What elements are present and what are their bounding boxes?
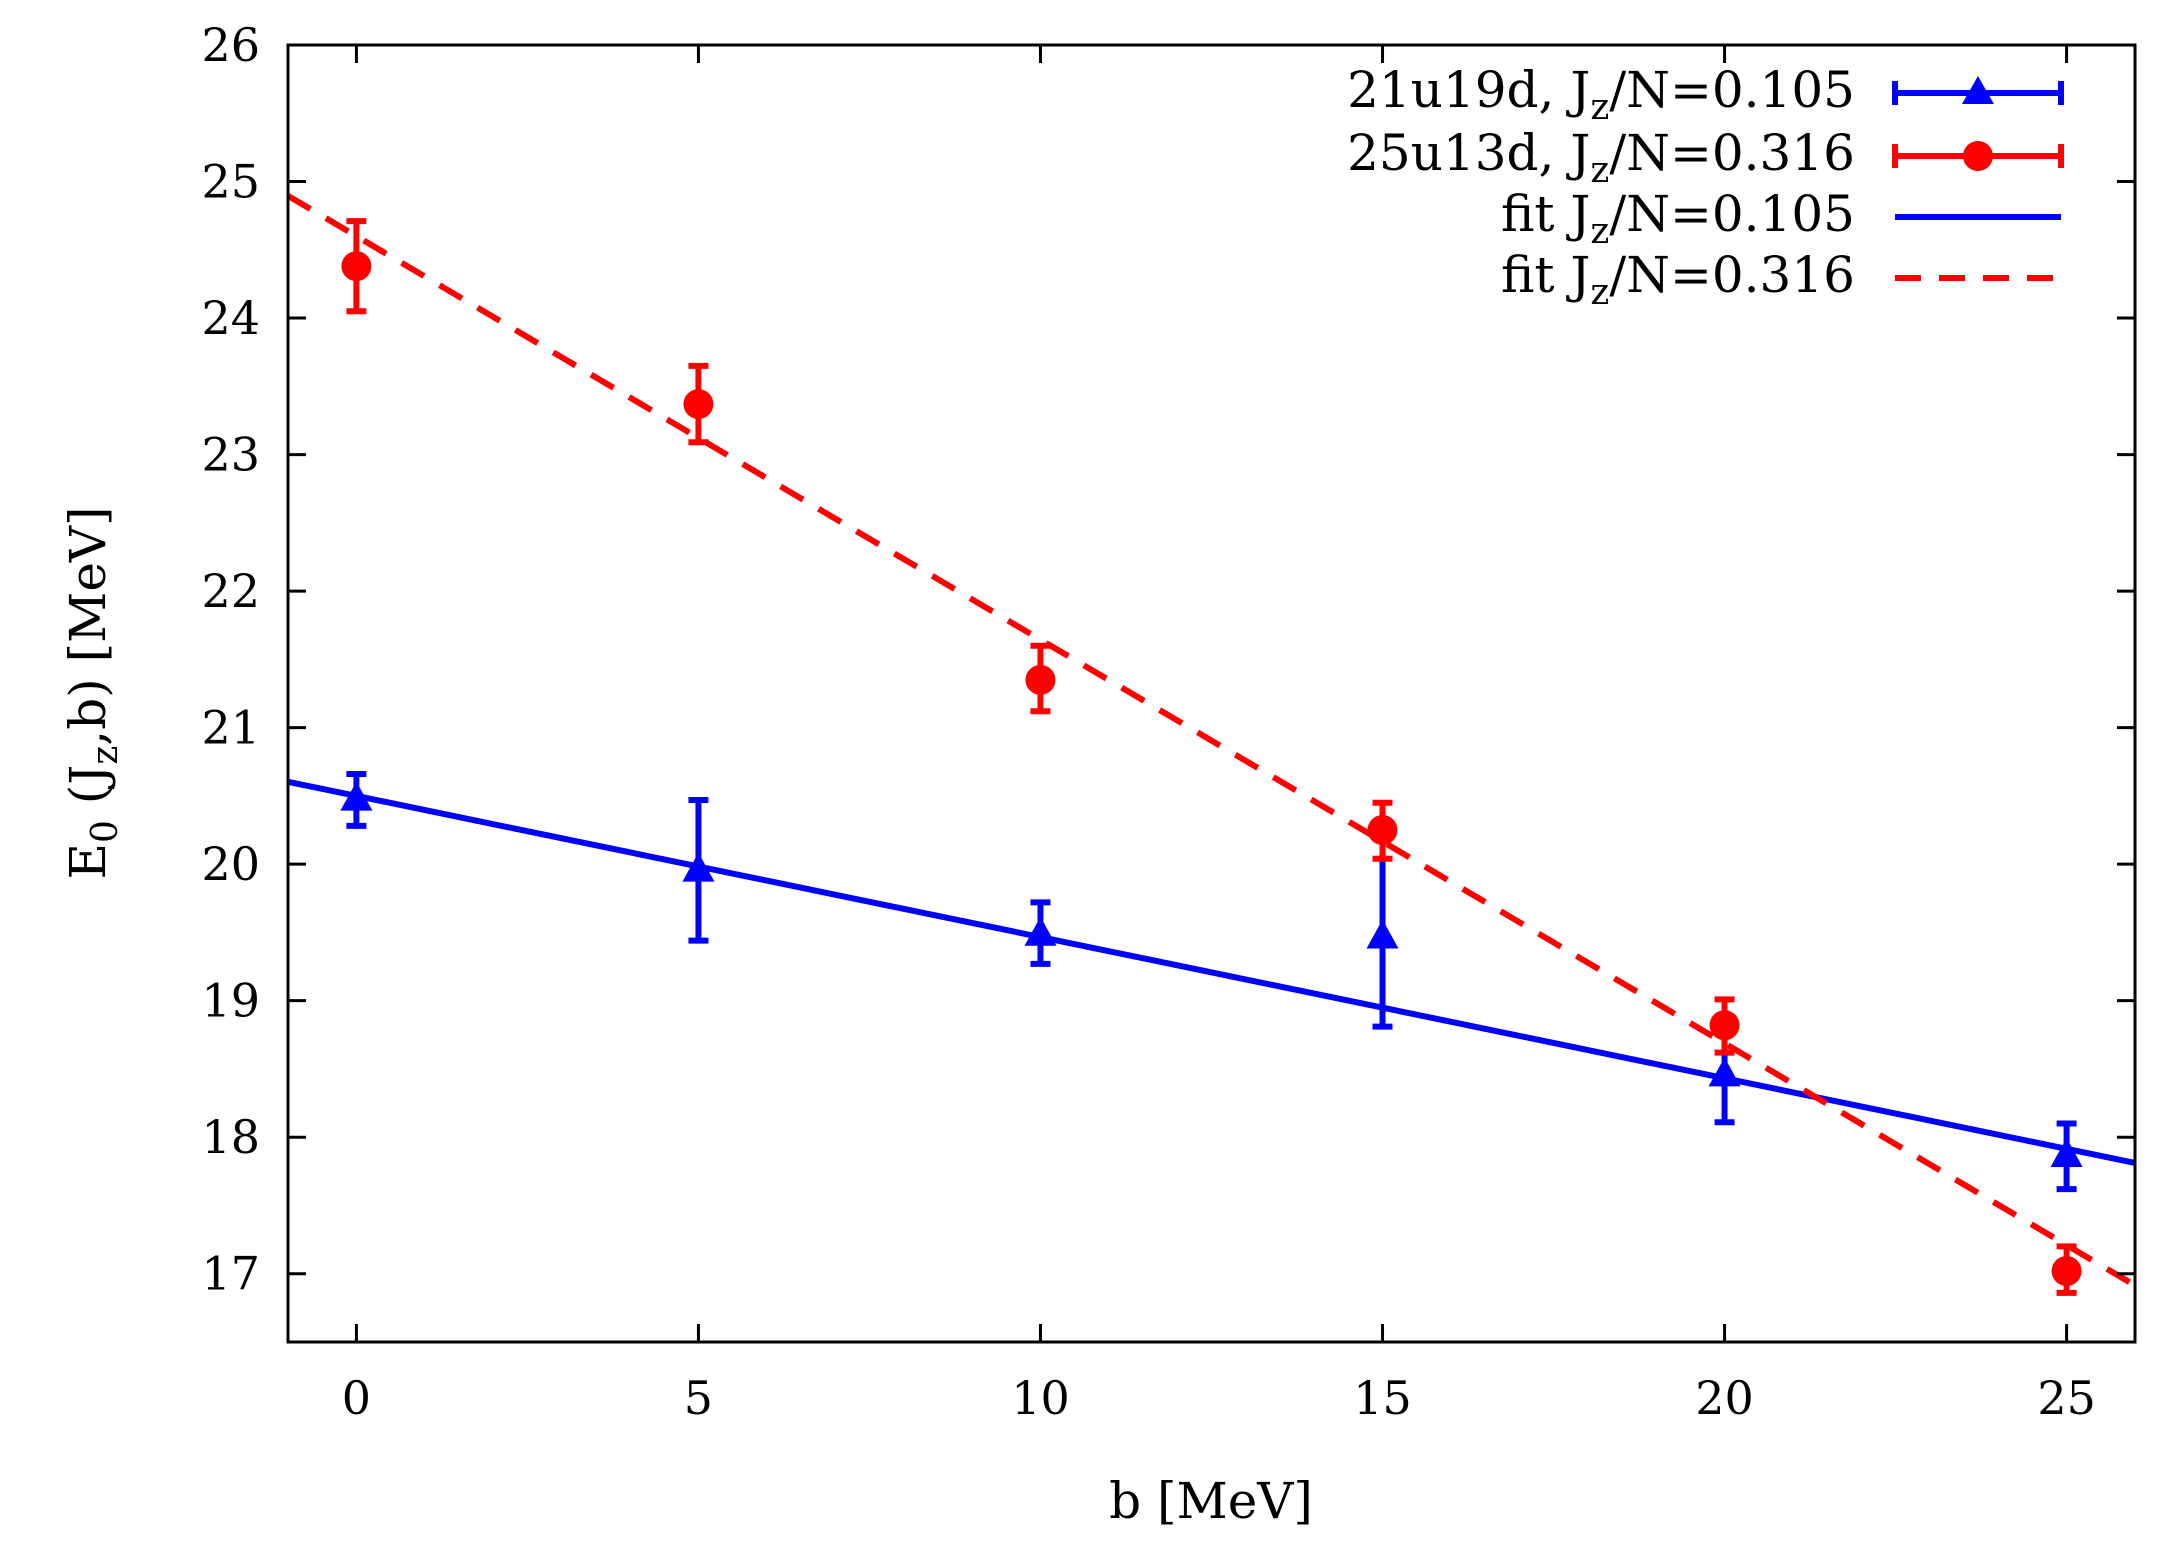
data-point-triangle: [2050, 1137, 2083, 1167]
x-tick-label: 5: [684, 1371, 713, 1425]
legend-label-2: 25u13d, J: [1347, 124, 1590, 182]
y-axis-title-mid1: (J: [59, 765, 117, 820]
y-axis-title-j-sub: z: [85, 746, 126, 765]
y-axis-title: E0 (Jz,b) [MeV]: [59, 506, 126, 879]
y-axis-title-mid2: ,b) [MeV]: [59, 506, 117, 745]
axis-ticks: 0 5 10 15 20 25 17 18 19 20 21 22 23 24 25 26: [201, 18, 2135, 1425]
data-point-circle: [1709, 1010, 1740, 1041]
legend-sub-3: z: [1590, 211, 1609, 252]
y-tick-label: 23: [201, 428, 260, 482]
y-tick-label: 22: [201, 564, 260, 618]
legend-entry-4: fit Jz/N=0.316: [1501, 246, 2061, 313]
legend-marker-triangle: [1962, 76, 1994, 104]
y-tick-label: 17: [201, 1247, 260, 1301]
x-tick-label: 25: [2037, 1371, 2096, 1425]
svg-text:fit Jz/N=0.316: fit Jz/N=0.316: [1501, 246, 1855, 313]
y-tick-label: 24: [201, 291, 260, 345]
x-tick-label: 15: [1353, 1371, 1412, 1425]
legend-rest-1: /N=0.105: [1609, 61, 1855, 119]
legend-label-4: fit J: [1501, 246, 1590, 304]
x-tick-label: 10: [1011, 1371, 1070, 1425]
svg-text:E0 (Jz,b) [MeV]: E0 (Jz,b) [MeV]: [59, 506, 126, 879]
y-tick-label: 21: [201, 701, 260, 755]
svg-text:25u13d, Jz/N=0.316: 25u13d, Jz/N=0.316: [1347, 124, 1855, 191]
data-point-circle: [341, 251, 372, 282]
data-point-circle: [1367, 815, 1398, 846]
x-axis-title: b [MeV]: [1109, 1472, 1313, 1530]
y-axis-title-e-sub: 0: [85, 820, 126, 843]
legend-rest-3: /N=0.105: [1609, 185, 1855, 243]
legend-label-1: 21u19d, J: [1347, 61, 1590, 119]
legend-entry-2: 25u13d, Jz/N=0.316: [1347, 124, 2064, 191]
x-tick-label: 20: [1695, 1371, 1754, 1425]
legend-rest-2: /N=0.316: [1609, 124, 1855, 182]
data-point-triangle: [682, 852, 715, 882]
data-point-circle: [1025, 664, 1056, 695]
data-point-triangle: [1708, 1057, 1741, 1087]
y-tick-label: 26: [201, 18, 260, 72]
plot-frame: [286, 43, 2137, 1344]
y-tick-label: 20: [201, 837, 260, 891]
x-tick-label: 0: [342, 1371, 371, 1425]
data-point-circle: [683, 389, 714, 420]
y-tick-label: 19: [201, 974, 260, 1028]
fit-lines: [288, 193, 2135, 1289]
fit-line-2: [288, 193, 2135, 1289]
fit-line-1: [288, 778, 2135, 1166]
data-series: [340, 218, 2083, 1296]
y-axis-title-e: E: [59, 843, 117, 880]
legend-sub-2: z: [1590, 150, 1609, 191]
svg-text:21u19d, Jz/N=0.105: 21u19d, Jz/N=0.105: [1347, 61, 1855, 128]
legend: 21u19d, Jz/N=0.105 25u13d, Jz/N=0.316 fi…: [1347, 61, 2064, 313]
legend-marker-circle: [1963, 141, 1993, 171]
y-tick-label: 18: [201, 1110, 260, 1164]
data-point-triangle: [1366, 919, 1399, 949]
legend-sub-4: z: [1590, 272, 1609, 313]
data-point-triangle: [1024, 916, 1057, 946]
legend-rest-4: /N=0.316: [1609, 246, 1855, 304]
legend-sub-1: z: [1590, 87, 1609, 128]
svg-text:fit Jz/N=0.105: fit Jz/N=0.105: [1501, 185, 1855, 252]
legend-entry-1: 21u19d, Jz/N=0.105: [1347, 61, 2064, 128]
legend-entry-3: fit Jz/N=0.105: [1501, 185, 2061, 252]
legend-label-3: fit J: [1501, 185, 1590, 243]
y-tick-label: 25: [201, 155, 260, 209]
data-point-triangle: [340, 781, 373, 811]
data-point-circle: [2051, 1256, 2082, 1287]
